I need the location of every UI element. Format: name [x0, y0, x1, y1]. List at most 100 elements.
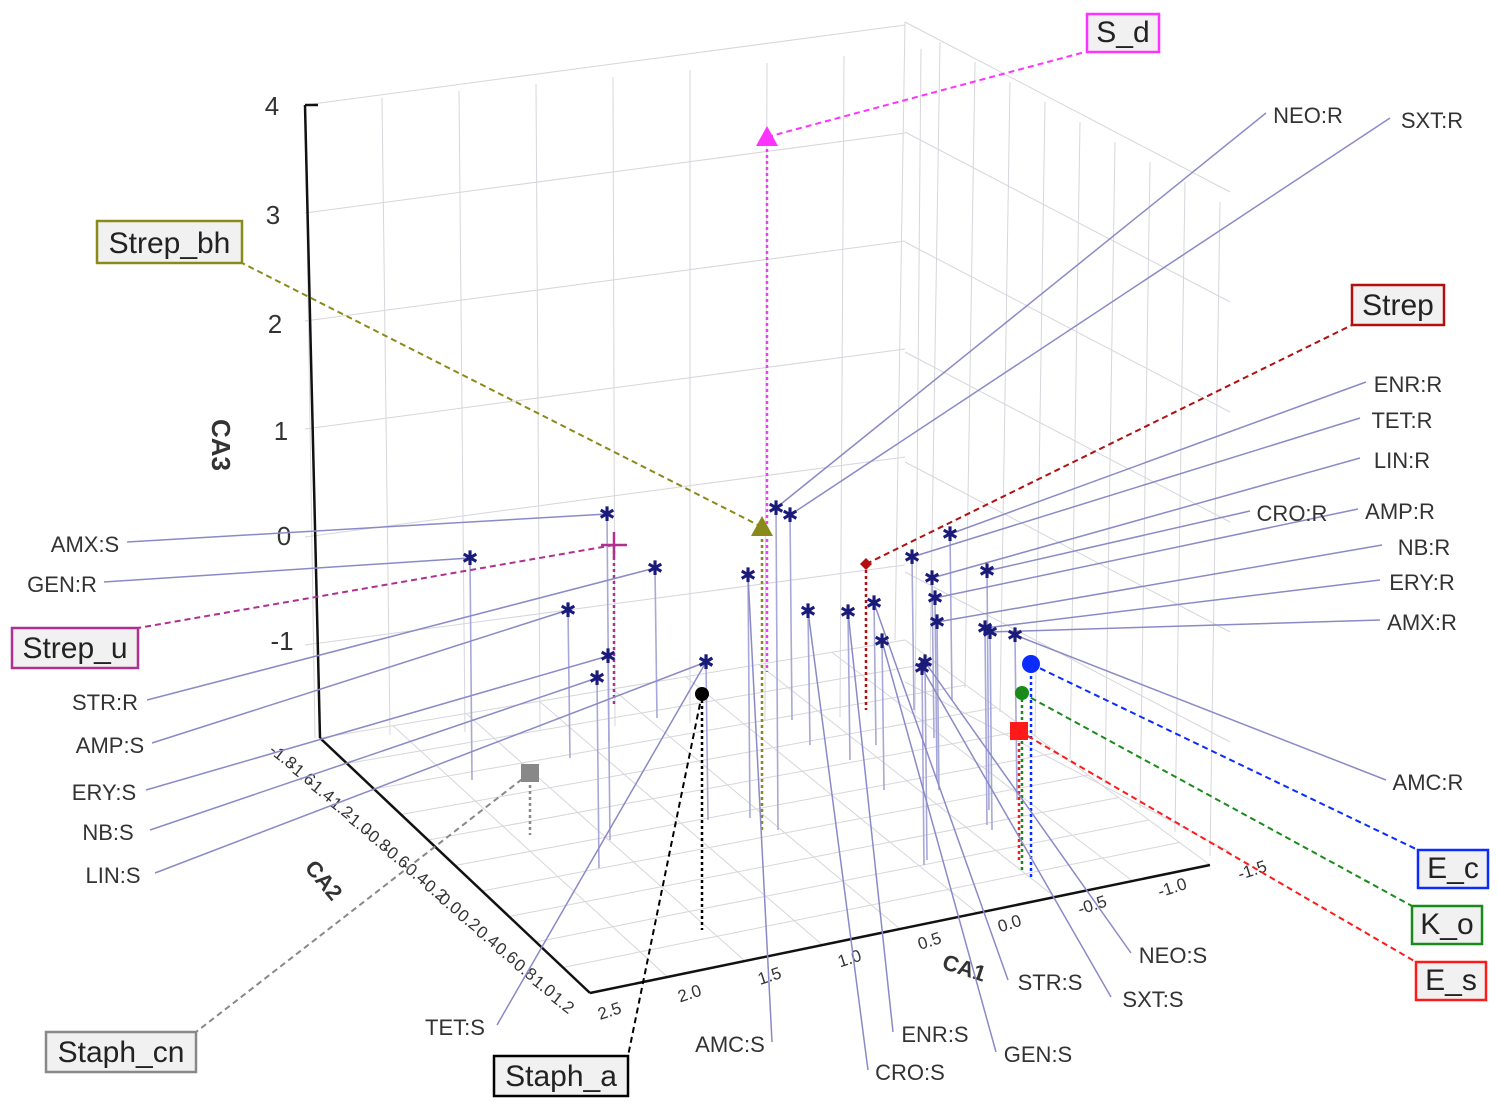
x-tick-label: -1.5 [1235, 857, 1269, 884]
stem-line [989, 631, 993, 831]
variable-label: AMP:S [76, 733, 144, 758]
group-point-e_c [1022, 655, 1040, 673]
variable-point-nb-s: ✱ [589, 668, 606, 690]
stem-line [873, 602, 877, 746]
variable-point-cro-r: ✱ [979, 561, 996, 583]
group-label-staph_a: Staph_a [492, 1054, 630, 1098]
leader-line [747, 574, 773, 1043]
leader-line [807, 610, 869, 1071]
z-tick-label: 2 [268, 309, 282, 339]
grid-line [392, 725, 668, 978]
group-label-s_d: S_d [1085, 12, 1161, 54]
grid-line [304, 348, 906, 430]
leader-line [154, 661, 707, 874]
variable-point-ery-s: ✱ [600, 646, 617, 668]
variable-point-neo-s: ✱ [917, 652, 934, 674]
stem-line [911, 556, 915, 711]
variable-label: NB:R [1398, 535, 1451, 560]
group-label-text: K_o [1420, 908, 1473, 941]
leader-line [1014, 634, 1387, 781]
group-label-k_o: K_o [1410, 904, 1484, 946]
grid-line [904, 351, 1231, 523]
group-label-text: E_c [1427, 852, 1479, 885]
variable-point-amc-s: ✱ [740, 565, 757, 587]
group-label-e_c: E_c [1416, 848, 1490, 890]
grid-line [929, 41, 941, 665]
axis-y-line [319, 737, 591, 994]
stem-line [469, 557, 473, 781]
leader-line [936, 544, 1383, 623]
variable-point-str-r: ✱ [647, 558, 664, 580]
leader-line [847, 611, 894, 1033]
group-label-box [1416, 848, 1490, 890]
stem-line [705, 661, 709, 821]
axes [303, 103, 1211, 995]
leader-line [146, 567, 656, 701]
stem-line [1014, 634, 1018, 801]
grid-line [894, 21, 906, 641]
stem-line [921, 667, 925, 866]
leader-line [873, 602, 1009, 981]
variable-label: CRO:R [1257, 501, 1328, 526]
grid-line [839, 55, 845, 718]
grid-line [914, 48, 922, 715]
leader-line [924, 661, 1132, 954]
z-tick-label: 1 [274, 416, 288, 446]
variable-point-ery-r: ✱ [977, 618, 994, 640]
grid-line [304, 564, 906, 646]
stem-line [949, 533, 953, 701]
group-leader [195, 772, 531, 1033]
group-point-s_d [756, 126, 778, 146]
grid-line [304, 240, 906, 322]
leader-lines [103, 51, 1419, 1071]
variable-label: AMC:R [1393, 770, 1464, 795]
stem-line [607, 655, 611, 841]
data-points: ✱✱ ✱✱✱✱✱✱✱✱ ✱✱✱✱✱✱✱✱✱✱ ✱✱✱ ✱✱ ✱ [462, 126, 1040, 782]
variable-label: NEO:S [1139, 943, 1207, 968]
leader-line [103, 557, 471, 583]
x-axis-title: CA1 [940, 949, 990, 986]
variable-point-amp-r: ✱ [927, 588, 944, 610]
x-tick-label: -1.0 [1155, 874, 1189, 901]
group-point-e_s [1010, 722, 1028, 740]
z-tick-label: 3 [266, 200, 280, 230]
leader-line [775, 112, 1267, 509]
variable-label: TET:S [425, 1015, 485, 1040]
stem-line [789, 514, 793, 721]
stem-line [986, 570, 990, 811]
leader-line [934, 508, 1359, 599]
group-point-staph_cn [521, 764, 539, 782]
variable-label: NEO:R [1273, 103, 1343, 128]
grid-line [458, 90, 466, 733]
stem-line [881, 640, 885, 791]
y-axis-title: CA2 [300, 855, 347, 905]
group-label-staph_cn: Staph_cn [44, 1030, 198, 1074]
variable-point-str-s: ✱ [866, 593, 883, 615]
variable-point-cro-s: ✱ [800, 601, 817, 623]
leader-line [126, 513, 608, 543]
variable-label: AMX:S [51, 532, 119, 557]
group-label-box [44, 1030, 198, 1074]
variable-point-gen-s: ✱ [874, 631, 891, 653]
variable-label: GEN:S [1004, 1042, 1072, 1067]
variable-label: STR:R [72, 690, 138, 715]
z-tick-label: 4 [265, 91, 279, 121]
variable-label: SXT:S [1122, 987, 1183, 1012]
group-label-text: Staph_cn [58, 1036, 185, 1069]
stem-line [596, 677, 600, 869]
leader-line [989, 619, 1381, 633]
variable-label: NB:S [82, 820, 133, 845]
grid-line [904, 241, 1231, 413]
group-label-box [1414, 960, 1488, 1002]
grid-line [612, 76, 616, 727]
x-tick-label: 0.5 [915, 928, 943, 953]
leader-line [881, 640, 997, 1053]
stem-line [931, 577, 935, 739]
stem-line [924, 661, 928, 861]
stem-line [747, 574, 751, 819]
grid-line [904, 131, 1231, 303]
axis-z-line [303, 104, 322, 739]
group-point-strep_u [601, 532, 627, 558]
variable-label: CRO:S [875, 1060, 945, 1085]
variable-point-enr-r: ✱ [942, 524, 959, 546]
